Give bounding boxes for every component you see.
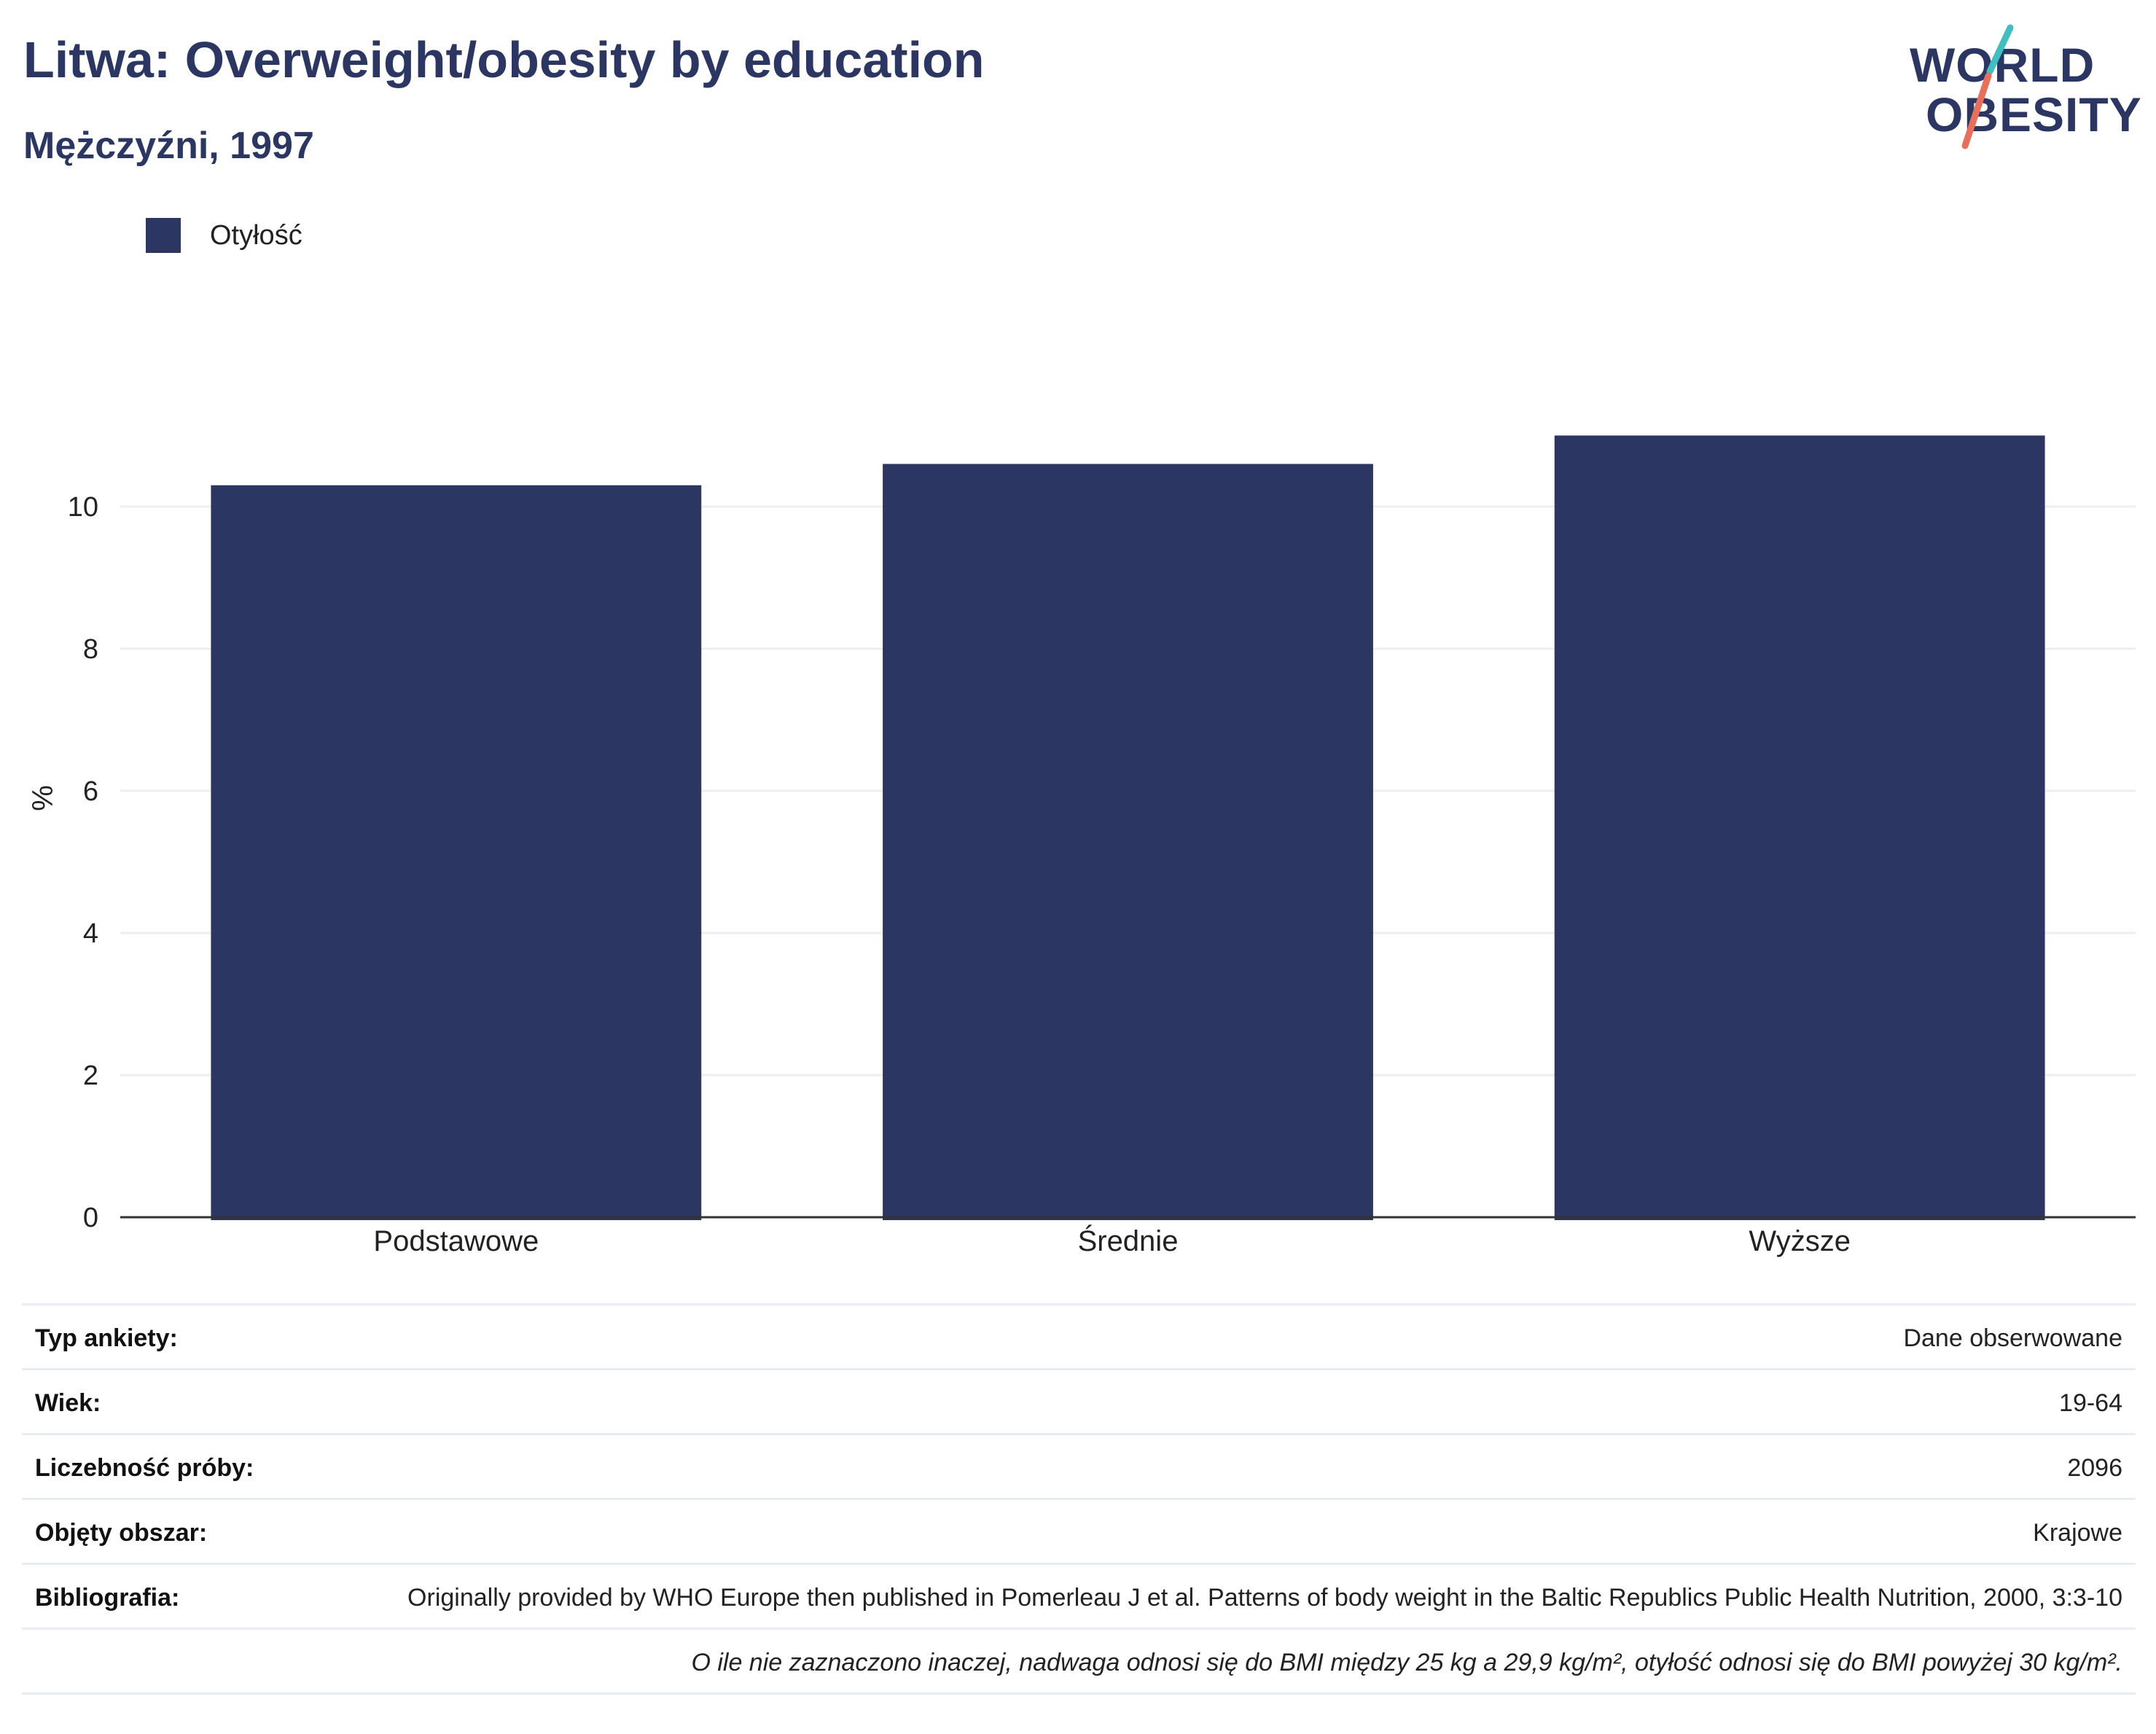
y-tick-label: 2 — [83, 1061, 98, 1091]
chart-legend: Otyłość — [146, 217, 302, 254]
page-subtitle: Mężczyźni, 1997 — [23, 125, 314, 167]
logo-slash-icon — [1961, 24, 2014, 149]
legend-label-obesity: Otyłość — [210, 219, 302, 251]
info-label: Wiek: — [35, 1389, 101, 1417]
logo-line-2: OBESITY — [1926, 87, 2142, 141]
info-value: Originally provided by WHO Europe then p… — [407, 1584, 2122, 1612]
y-tick-label: 8 — [83, 634, 98, 665]
info-value: 2096 — [2067, 1454, 2122, 1482]
info-row-bibliography: Bibliografia: Originally provided by WHO… — [22, 1563, 2136, 1628]
bar-chart: 0 2 4 6 8 10 Podstawowe Średnie Wyższe% — [27, 435, 2136, 1257]
info-value: Dane obserwowane — [1903, 1324, 2122, 1352]
y-tick-label: 0 — [83, 1203, 98, 1233]
info-row-survey-type: Typ ankiety: Dane obserwowane — [22, 1303, 2136, 1368]
info-value: Krajowe — [2033, 1519, 2122, 1547]
x-tick-label: Wyższe — [1749, 1225, 1851, 1257]
info-label: Typ ankiety: — [35, 1324, 178, 1352]
y-tick-label: 4 — [83, 918, 98, 949]
bar-1 — [211, 485, 702, 1220]
y-tick-label: 10 — [68, 492, 98, 523]
info-row-definition-note: O ile nie zaznaczono inaczej, nadwaga od… — [22, 1628, 2136, 1695]
bar-2 — [883, 464, 1373, 1220]
bar-3 — [1554, 435, 2045, 1220]
info-row-age: Wiek: 19-64 — [22, 1368, 2136, 1433]
y-axis-label: % — [27, 785, 59, 811]
info-label: Bibliografia: — [35, 1584, 180, 1612]
info-row-area: Objęty obszar: Krajowe — [22, 1498, 2136, 1563]
y-tick-label: 6 — [83, 776, 98, 807]
info-label: Objęty obszar: — [35, 1519, 208, 1547]
info-value: 19-64 — [2059, 1389, 2122, 1417]
page-title: Litwa: Overweight/obesity by education — [23, 31, 985, 88]
info-row-sample-size: Liczebność próby: 2096 — [22, 1433, 2136, 1498]
definition-note: O ile nie zaznaczono inaczej, nadwaga od… — [691, 1649, 2122, 1676]
x-tick-label: Średnie — [1078, 1224, 1179, 1257]
legend-swatch-obesity — [146, 218, 181, 253]
survey-info-table: Typ ankiety: Dane obserwowane Wiek: 19-6… — [22, 1303, 2136, 1695]
world-obesity-logo: WORLD OBESITY — [1895, 20, 2143, 152]
info-label: Liczebność próby: — [35, 1454, 254, 1482]
x-tick-label: Podstawowe — [373, 1225, 539, 1257]
